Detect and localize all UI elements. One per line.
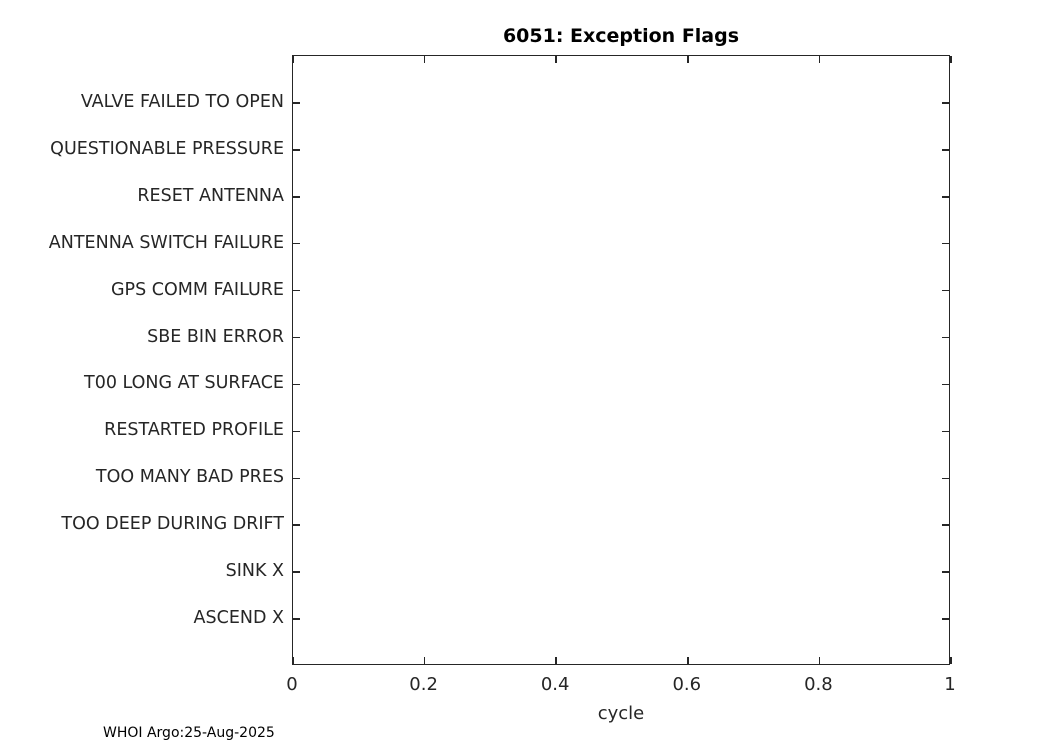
y-tick-label: TOO MANY BAD PRES xyxy=(95,467,284,488)
x-tick-mark-top xyxy=(555,56,557,63)
y-tick-mark-left xyxy=(293,242,300,245)
y-tick-mark-left xyxy=(293,383,300,386)
y-tick-label: GPS COMM FAILURE xyxy=(110,279,284,300)
y-tick-mark-left xyxy=(293,571,300,573)
y-tick-label: VALVE FAILED TO OPEN xyxy=(80,91,284,112)
x-tick-mark-bottom xyxy=(687,657,689,664)
y-tick-label: ANTENNA SWITCH FAILURE xyxy=(48,232,284,253)
y-tick-mark-right xyxy=(942,477,949,480)
y-tick-mark-right xyxy=(942,149,949,151)
plot-area xyxy=(292,55,952,665)
x-tick-mark-bottom xyxy=(950,657,952,664)
y-tick-mark-right xyxy=(942,430,949,433)
y-tick-mark-right xyxy=(942,571,949,573)
x-tick-label: 0 xyxy=(286,674,298,695)
x-tick-mark-bottom xyxy=(292,657,294,664)
x-tick-mark-bottom xyxy=(818,657,821,664)
y-tick-mark-left xyxy=(293,618,300,620)
chart-title: 6051: Exception Flags xyxy=(502,25,740,47)
y-tick-mark-left xyxy=(293,477,300,480)
x-tick-label: 0.4 xyxy=(540,674,570,695)
footer-credit: WHOI Argo:25-Aug-2025 xyxy=(103,725,275,741)
y-tick-label: SINK X xyxy=(225,561,284,582)
x-tick-mark-top xyxy=(950,56,952,63)
x-tick-mark-top xyxy=(687,56,689,63)
y-tick-mark-left xyxy=(293,196,300,198)
y-tick-mark-left xyxy=(293,524,300,526)
x-tick-mark-bottom xyxy=(423,657,426,664)
x-tick-mark-top xyxy=(423,56,426,63)
y-tick-label: RESET ANTENNA xyxy=(137,185,284,206)
x-tick-mark-bottom xyxy=(555,657,557,664)
y-tick-mark-right xyxy=(942,383,949,386)
y-tick-mark-right xyxy=(942,102,949,104)
x-axis-title: cycle xyxy=(597,703,645,724)
y-tick-mark-right xyxy=(942,524,949,526)
y-tick-label: ASCEND X xyxy=(193,608,284,629)
y-tick-mark-left xyxy=(293,102,300,104)
y-tick-mark-right xyxy=(942,289,949,292)
y-tick-mark-right xyxy=(942,618,949,620)
y-tick-mark-right xyxy=(942,336,949,339)
x-tick-label: 0.6 xyxy=(672,674,702,695)
y-tick-mark-left xyxy=(293,289,300,292)
x-tick-label: 0.8 xyxy=(804,674,833,695)
y-tick-mark-left xyxy=(293,149,300,151)
y-tick-mark-left xyxy=(293,336,300,339)
x-tick-mark-top xyxy=(818,56,821,63)
y-tick-label: SBE BIN ERROR xyxy=(147,326,284,347)
y-tick-label: RESTARTED PROFILE xyxy=(104,420,284,441)
y-tick-mark-right xyxy=(942,242,949,245)
x-tick-label: 0.2 xyxy=(409,674,438,695)
x-tick-mark-top xyxy=(292,56,294,63)
y-tick-label: QUESTIONABLE PRESSURE xyxy=(50,138,284,159)
y-tick-label: T00 LONG AT SURFACE xyxy=(84,373,284,394)
y-tick-mark-right xyxy=(942,196,949,198)
x-tick-label: 1 xyxy=(944,674,956,695)
y-tick-label: TOO DEEP DURING DRIFT xyxy=(61,514,284,535)
y-tick-mark-left xyxy=(293,430,300,433)
